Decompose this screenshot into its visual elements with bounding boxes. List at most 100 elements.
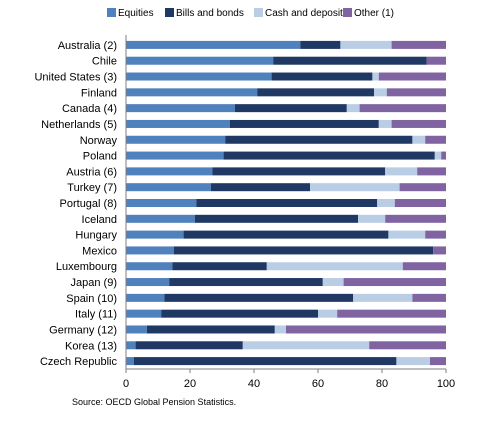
bar-germany-12-bills-and-bonds [146,325,275,334]
bar-united-states-3-bills-and-bonds [271,72,373,81]
bar-spain-10-cash-and-deposits [353,293,413,302]
category-label-canada-4: Canada (4) [62,103,117,115]
bar-poland-equities [126,151,224,160]
legend-label-other-1: Other (1) [354,8,394,19]
category-labels: Australia (2) Chile United States (3) Finla… [34,40,117,368]
bar-germany-12-other-1 [286,325,446,334]
bar-czech-republic-other-1 [430,357,446,366]
bar-iceland-cash-and-deposits [358,214,386,223]
legend-swatch-cash-and-deposits [254,8,263,17]
bar-spain-10-bills-and-bonds [164,293,354,302]
category-label-spain-10: Spain (10) [66,293,117,305]
legend-swatch-bills-and-bonds [165,8,174,17]
x-tick-label-40: 40 [248,378,260,390]
bar-germany-12-cash-and-deposits [274,325,286,334]
bar-italy-11-cash-and-deposits [318,309,338,318]
legend-swatch-other-1 [343,8,352,17]
bar-austria-6-cash-and-deposits [385,167,418,176]
legend-label-equities: Equities [118,8,154,19]
bar-czech-republic-equities [126,357,134,366]
bar-luxembourg-cash-and-deposits [266,262,403,271]
bar-netherlands-5-other-1 [391,119,446,128]
bar-hungary-equities [126,230,184,239]
bar-japan-9-other-1 [343,278,446,287]
bar-italy-11-bills-and-bonds [161,309,318,318]
category-label-japan-9: Japan (9) [71,277,117,289]
bar-korea-13-bills-and-bonds [135,341,243,350]
x-axis: 0 20 40 60 80 100 [123,35,455,390]
bar-poland-cash-and-deposits [434,151,442,160]
category-label-chile: Chile [92,56,117,68]
bar-chile-equities [126,56,274,65]
bars [126,40,446,366]
bar-canada-4-cash-and-deposits [346,104,360,113]
bar-hungary-other-1 [425,230,446,239]
category-label-germany-12: Germany (12) [49,324,117,336]
bar-canada-4-bills-and-bonds [234,104,347,113]
source-note: Source: OECD Global Pension Statistics. [72,397,236,407]
bar-turkey-7-bills-and-bonds [210,183,310,192]
bar-czech-republic-bills-and-bonds [134,357,397,366]
category-label-iceland: Iceland [82,214,117,226]
bar-portugal-8-equities [126,199,197,207]
bar-austria-6-other-1 [417,167,446,176]
bar-turkey-7-equities [126,183,211,192]
bar-spain-10-other-1 [412,293,446,302]
bar-australia-2-cash-and-deposits [340,40,392,49]
legend-label-bills-and-bonds: Bills and bonds [176,8,244,19]
bar-australia-2-bills-and-bonds [300,40,341,49]
bar-netherlands-5-bills-and-bonds [230,119,379,128]
bar-australia-2-other-1 [391,40,446,49]
category-label-italy-11: Italy (11) [75,309,117,321]
bar-netherlands-5-equities [126,119,230,128]
bar-canada-4-equities [126,104,235,113]
bar-united-states-3-other-1 [378,72,446,81]
bar-czech-republic-cash-and-deposits [396,357,430,366]
bar-turkey-7-other-1 [399,183,446,192]
bar-korea-13-equities [126,341,136,350]
bar-hungary-cash-and-deposits [388,230,426,239]
category-label-mexico: Mexico [82,245,117,257]
bar-norway-equities [126,135,226,144]
category-label-united-states-3: United States (3) [34,72,117,84]
bar-korea-13-cash-and-deposits [242,341,370,350]
bar-chile-bills-and-bonds [273,56,427,65]
bar-netherlands-5-cash-and-deposits [378,119,392,128]
category-label-portugal-8: Portugal (8) [60,198,117,210]
bar-poland-bills-and-bonds [223,151,435,160]
bar-canada-4-other-1 [359,104,446,113]
x-tick-label-80: 80 [376,378,388,390]
bar-mexico-equities [126,246,174,255]
legend-item-other-1: Other (1) [343,8,394,19]
bar-portugal-8-bills-and-bonds [196,199,378,207]
bar-spain-10-equities [126,293,165,302]
legend: Equities Bills and bonds Cash and deposits… [107,8,394,19]
bar-japan-9-bills-and-bonds [169,278,323,287]
bar-norway-bills-and-bonds [225,135,413,144]
category-label-netherlands-5: Netherlands (5) [41,119,117,131]
category-label-luxembourg: Luxembourg [56,261,117,273]
bar-portugal-8-other-1 [394,199,446,207]
legend-item-bills-and-bonds: Bills and bonds [165,8,244,19]
bar-iceland-equities [126,214,195,223]
bar-norway-cash-and-deposits [412,135,426,144]
bar-norway-other-1 [425,135,446,144]
category-label-turkey-7: Turkey (7) [67,182,117,194]
category-label-czech-republic: Czech Republic [40,356,118,368]
bar-portugal-8-cash-and-deposits [377,199,395,207]
bar-iceland-other-1 [385,214,446,223]
x-tick-label-0: 0 [123,378,129,390]
category-label-poland: Poland [83,151,117,163]
category-label-norway: Norway [80,135,118,147]
x-tick-label-60: 60 [312,378,324,390]
bar-germany-12-equities [126,325,147,334]
bar-luxembourg-equities [126,262,173,271]
bar-finland-other-1 [386,88,446,97]
bar-united-states-3-cash-and-deposits [372,72,379,81]
x-tick-label-20: 20 [184,378,196,390]
legend-swatch-equities [107,8,116,17]
bar-iceland-bills-and-bonds [194,214,358,223]
bar-luxembourg-other-1 [402,262,446,271]
